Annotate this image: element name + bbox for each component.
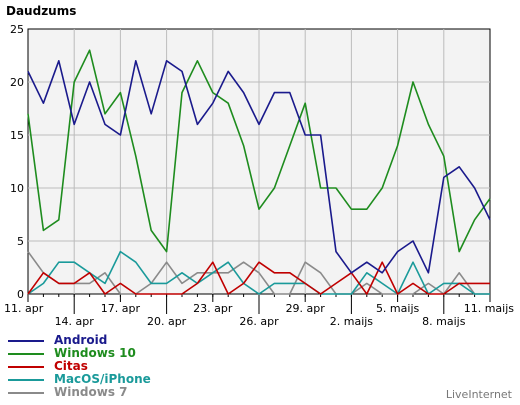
legend-label: Android [54,333,108,347]
legend-swatch [8,365,44,368]
legend-swatch [8,352,44,355]
x-tick-label: 23. apr [193,302,233,315]
x-tick-label: 17. apr [101,302,141,315]
series-lines [27,49,491,295]
y-tick-labels: 0 5 10 15 20 25 [10,23,24,301]
series-line-android [27,59,491,274]
legend-swatch [8,378,44,381]
legend-label: Citas [54,359,88,373]
y-tick-label: 0 [17,288,24,301]
y-tick-label: 20 [10,76,24,89]
line-chart: Daudzums 0 5 10 15 20 25 11. apr 14. apr 17. ap… [4,4,514,328]
legend-item-windows-7: Windows 7 [8,386,151,399]
legend-label: MacOS/iPhone [54,372,151,386]
series-line-citas [27,261,490,295]
y-tick-label: 5 [17,235,24,248]
legend-item-windows-10: Windows 10 [8,347,151,360]
series-line-macos-iphone [27,250,490,295]
legend-item-android: Android [8,334,151,347]
x-tick-label: 11. apr [4,302,44,315]
x-tick-label: 20. apr [147,315,187,328]
legend-item-macos-iphone: MacOS/iPhone [8,373,151,386]
x-tick-label: 29. apr [286,302,326,315]
y-tick-label: 10 [10,182,24,195]
legend-item-citas: Citas [8,360,151,373]
legend-swatch [8,391,44,394]
series-line-windows-10 [27,49,491,253]
legend-label: Windows 10 [54,346,136,360]
x-tick-label: 11. maijs [464,302,515,315]
legend: Android Windows 10 Citas MacOS/iPhone Wi… [8,334,151,399]
x-tick-label: 14. apr [55,315,95,328]
x-tick-label: 26. apr [239,315,279,328]
x-tick-label: 2. maijs [330,315,374,328]
legend-label: Windows 7 [54,385,128,399]
legend-swatch [8,339,44,342]
x-tick-label: 8. maijs [422,315,466,328]
series-line-windows-7 [27,251,490,295]
x-tick-labels: 11. apr 14. apr 17. apr 20. apr 23. apr 26. a… [4,294,514,328]
watermark: LiveInternet [445,388,512,401]
y-tick-label: 25 [10,23,24,36]
y-tick-label: 15 [10,129,24,142]
x-tick-label: 5. maijs [376,302,420,315]
y-axis-label: Daudzums [6,4,76,18]
